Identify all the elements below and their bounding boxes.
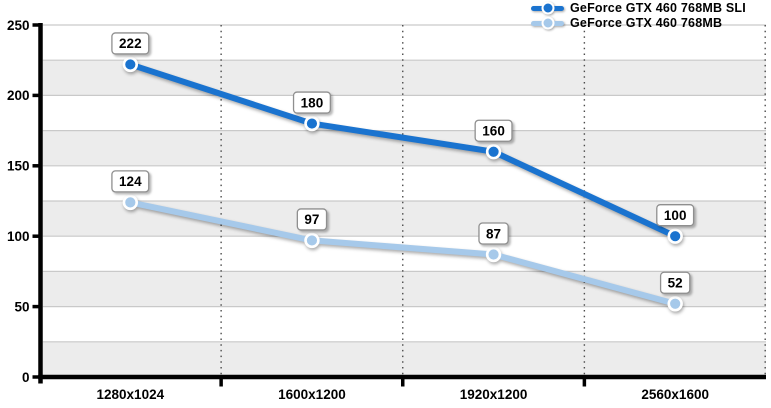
y-tick-label: 50 <box>14 299 29 314</box>
value-label: 180 <box>301 95 324 110</box>
value-label-box <box>656 204 695 227</box>
value-label-box <box>111 170 150 193</box>
data-point <box>485 246 502 263</box>
value-label-box <box>111 32 150 55</box>
value-label-box <box>474 119 513 142</box>
x-tick-label: 1280x1024 <box>97 387 165 402</box>
value-labels: 222 180 160 100 124 97 87 52 <box>111 32 695 294</box>
legend-item: GeForce GTX 460 768MB SLI <box>531 1 746 15</box>
legend-label: GeForce GTX 460 768MB SLI <box>570 1 746 15</box>
data-point <box>304 115 320 132</box>
series-line <box>127 199 679 307</box>
y-tick-label: 200 <box>7 88 30 103</box>
y-tick-label: 100 <box>7 229 30 244</box>
value-label: 160 <box>482 124 505 139</box>
value-label: 100 <box>664 208 687 223</box>
data-point <box>667 296 683 312</box>
y-tick-label: 250 <box>7 18 30 33</box>
series-line <box>127 61 679 240</box>
series-geforce-gtx-460-768mb-sli <box>122 56 683 244</box>
grid-band <box>42 341 767 377</box>
x-tick-label: 1600x1200 <box>278 387 346 402</box>
legend-item: GeForce GTX 460 768MB <box>531 16 746 30</box>
data-point <box>485 144 502 160</box>
grid-band <box>42 271 767 307</box>
value-label: 97 <box>304 212 319 227</box>
legend-label: GeForce GTX 460 768MB <box>570 16 723 30</box>
value-label: 222 <box>119 36 142 51</box>
series-geforce-gtx-460-768mb <box>122 194 683 312</box>
y-tick-label: 0 <box>22 370 30 385</box>
legend-line-dot-icon <box>531 1 564 15</box>
value-label-box <box>292 91 331 114</box>
data-point <box>122 56 139 73</box>
grid-band <box>42 60 767 96</box>
x-tick-label: 2560x1600 <box>641 387 709 402</box>
data-point <box>122 194 139 211</box>
x-tick-label: 1920x1200 <box>460 387 528 402</box>
legend-line-dot-icon <box>531 16 564 30</box>
value-label: 87 <box>486 226 501 241</box>
value-label: 124 <box>119 174 142 189</box>
y-tick-label: 150 <box>7 159 30 174</box>
value-label-box <box>659 271 691 294</box>
data-point <box>667 228 683 244</box>
data-point <box>304 232 320 249</box>
value-label-box <box>296 208 328 231</box>
value-label: 52 <box>668 276 683 291</box>
legend: GeForce GTX 460 768MB SLI GeForce GTX 460… <box>531 1 746 30</box>
value-label-box <box>478 222 509 245</box>
